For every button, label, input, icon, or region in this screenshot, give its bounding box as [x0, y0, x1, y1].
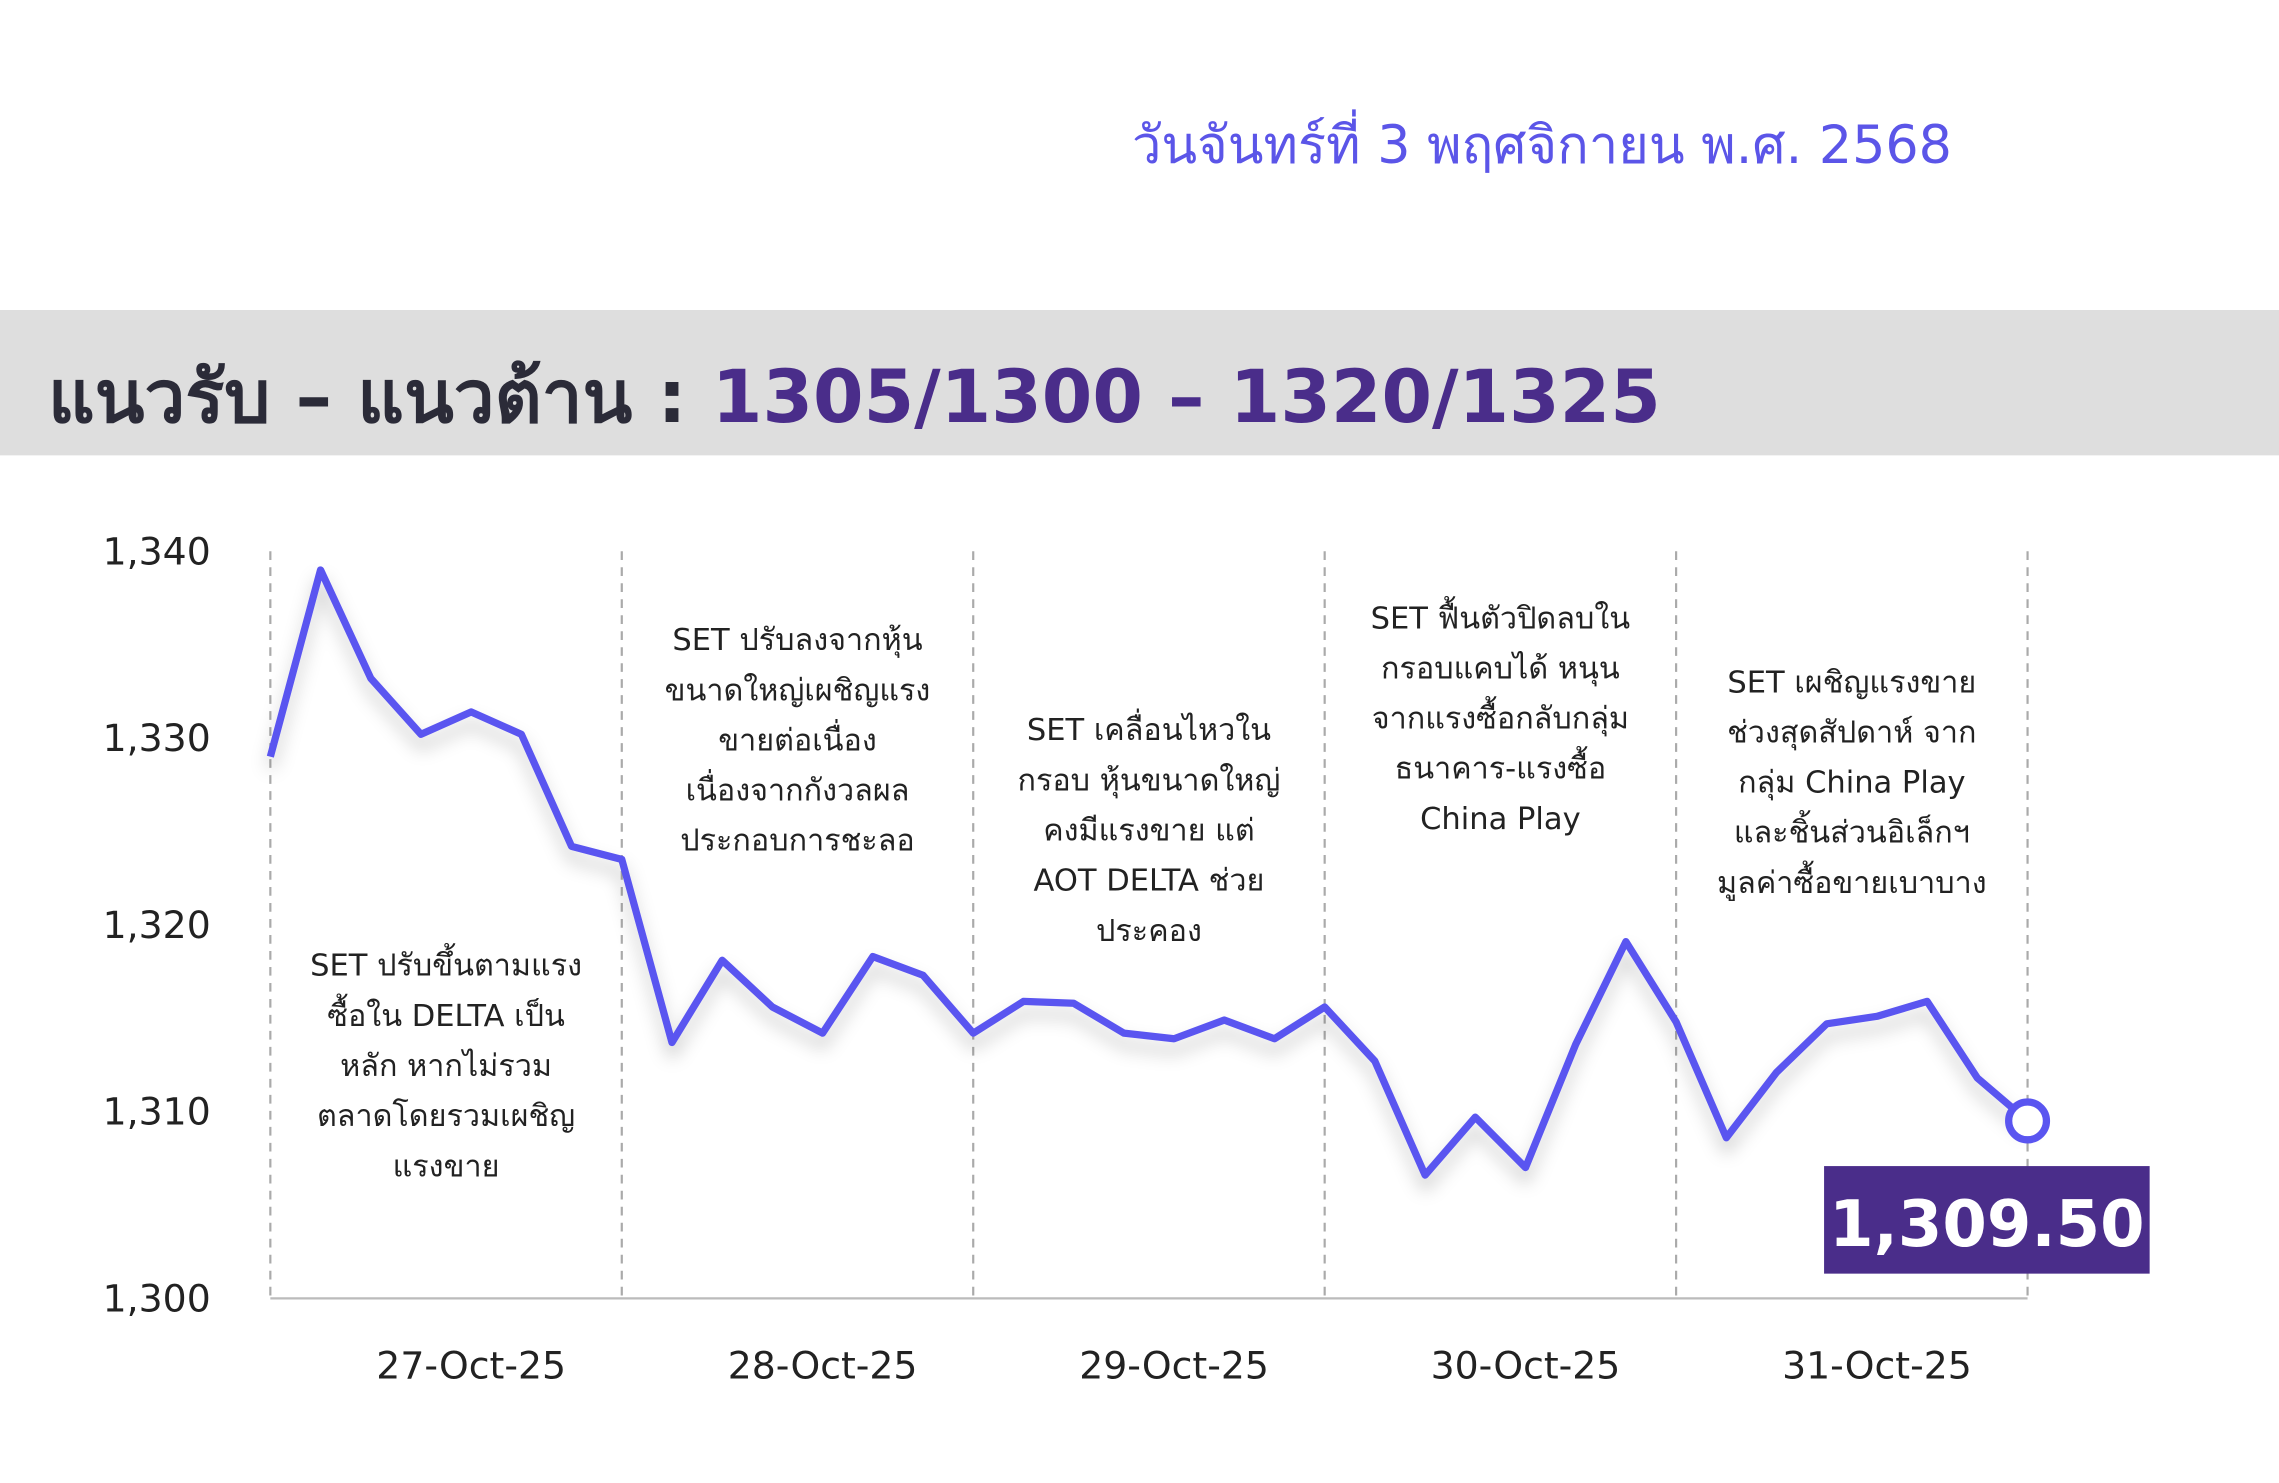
price-line [266, 566, 2030, 1179]
y-tick-label: 1,330 [103, 716, 211, 760]
annotation: เนื่องจากกังวลผล [686, 769, 910, 809]
annotation: จากแรงซื้อกลับกลุ่ม [1372, 697, 1629, 738]
annotation: SET ปรับขึ้นตามแรง [310, 944, 582, 984]
annotation: SET เคลื่อนไหวใน [1027, 708, 1271, 748]
annotation: China Play [1420, 802, 1581, 837]
annotation: ประคอง [1096, 914, 1202, 949]
y-tick-label: 1,310 [103, 1090, 211, 1134]
annotation: กลุ่ม China Play [1738, 766, 1966, 802]
x-tick-label: 30-Oct-25 [1431, 1343, 1621, 1387]
annotation: คงมีแรงขาย แต่ [1043, 814, 1254, 849]
banner [0, 310, 2279, 456]
annotation: SET ปรับลงจากหุ้น [672, 623, 922, 659]
banner-text: แนวรับ – แนวต้าน : 1305/1300 – 1320/1325 [48, 356, 1661, 440]
y-tick-label: 1,320 [103, 903, 211, 947]
value-label: 1,309.50 [1829, 1188, 2145, 1262]
banner-value: 1305/1300 – 1320/1325 [712, 356, 1661, 440]
x-tick-label: 28-Oct-25 [728, 1343, 918, 1387]
annotation: ขายต่อเนื่อง [718, 718, 877, 758]
annotation: AOT DELTA ช่วย [1034, 864, 1265, 899]
annotation: ประกอบการชะลอ [680, 824, 914, 859]
annotation: มูลค่าซื้อขายเบาบาง [1717, 861, 1987, 901]
annotation: ซื้อใน DELTA เป็น [327, 994, 565, 1034]
annotation: SET เผชิญแรงขาย [1727, 665, 1976, 700]
label-box [1824, 1166, 2150, 1274]
annotation: ขนาดใหญ่เผชิญแรง [665, 672, 931, 708]
y-tick-label: 1,300 [103, 1276, 211, 1320]
x-tick-label: 27-Oct-25 [376, 1343, 566, 1387]
last-point [2005, 1098, 2051, 1144]
annotation: กรอบแคบได้ หนุน [1381, 650, 1620, 687]
annotation: SET ฟื้นตัวปิดลบใน [1371, 596, 1631, 636]
annotation: ช่วงสุดสัปดาห์ จาก [1727, 715, 1976, 751]
annotation: ตลาดโดยรวมเผชิญ [317, 1098, 575, 1134]
y-tick-label: 1,340 [103, 529, 211, 573]
x-tick-label: 31-Oct-25 [1782, 1343, 1972, 1387]
annotation: แรงขาย [393, 1149, 500, 1184]
banner-label: แนวรับ – แนวต้าน : [48, 356, 712, 440]
x-tick-label: 29-Oct-25 [1079, 1343, 1269, 1387]
annotation: หลัก หากไม่รวม [340, 1048, 552, 1084]
date: วันจันทร์ที่ 3 พฤศจิกายน พ.ศ. 2568 [1132, 109, 1952, 176]
last-value-box: 1,309.50 [1824, 1166, 2150, 1274]
annotation: และชิ้นส่วนอิเล็กฯ [1734, 811, 1970, 851]
annotation: กรอบ หุ้นขนาดใหญ่ [1017, 762, 1280, 799]
annotation: ธนาคาร-แรงซื้อ [1395, 747, 1607, 787]
